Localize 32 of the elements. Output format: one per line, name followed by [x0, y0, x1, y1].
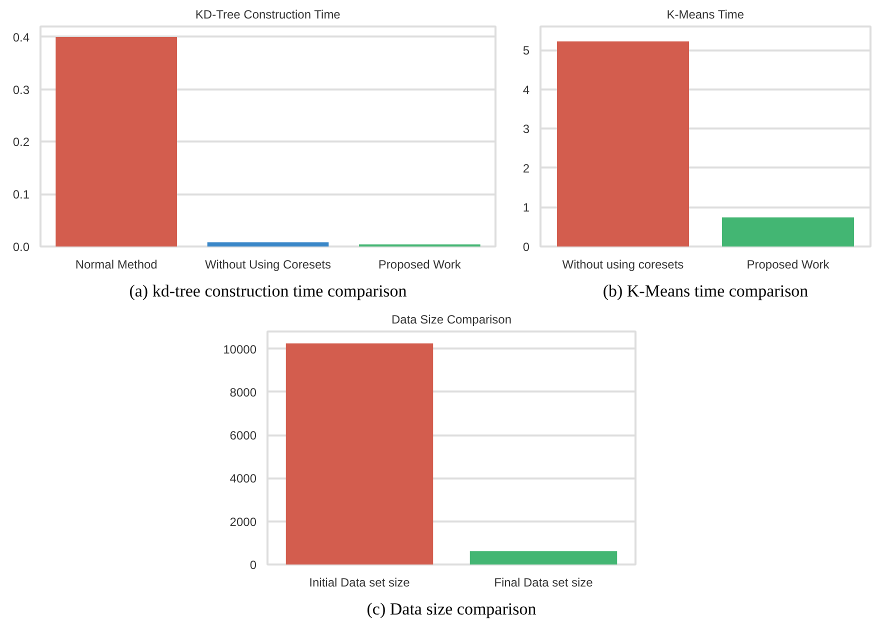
y-tick-label: 5 [522, 44, 530, 58]
y-tick-label: 0 [522, 240, 530, 254]
chart-title: K-Means Time [666, 8, 744, 22]
y-tick-label: 0.4 [12, 30, 30, 44]
y-tick-label: 4 [522, 82, 530, 97]
y-tick-label: 10000 [223, 342, 257, 356]
x-tick-label: Final Data set size [494, 576, 594, 590]
y-tick-label: 0.3 [12, 82, 30, 97]
x-tick-label: Initial Data set size [309, 576, 410, 590]
y-tick-label: 8000 [230, 385, 257, 400]
x-tick-label: Without Using Coresets [204, 258, 332, 272]
chart-title: Data Size Comparison [391, 312, 512, 326]
y-tick-label: 6000 [230, 428, 257, 443]
bar [207, 242, 329, 246]
y-tick-label: 4000 [230, 472, 257, 486]
y-tick-label: 0.1 [12, 188, 30, 202]
text: (c) Data size comparison [366, 600, 537, 618]
bar [56, 36, 177, 246]
y-tick-label: 2 [522, 161, 530, 176]
text: (b) K-Means time comparison [602, 282, 809, 300]
text: (a) kd-tree construction time comparison [129, 282, 408, 300]
y-tick-label: 0.0 [12, 240, 30, 254]
y-tick-label: 1 [522, 200, 530, 215]
x-tick-label: Normal Method [75, 258, 158, 272]
x-tick-label: Without using coresets [562, 258, 684, 272]
y-tick-label: 0 [250, 558, 257, 572]
x-tick-label: Proposed Work [378, 258, 462, 272]
y-tick-label: 2000 [230, 514, 257, 529]
chart-title: KD-Tree Construction Time [195, 8, 341, 22]
y-tick-label: 3 [522, 122, 530, 136]
x-tick-label: Proposed Work [746, 258, 830, 272]
y-tick-label: 0.2 [12, 135, 30, 150]
